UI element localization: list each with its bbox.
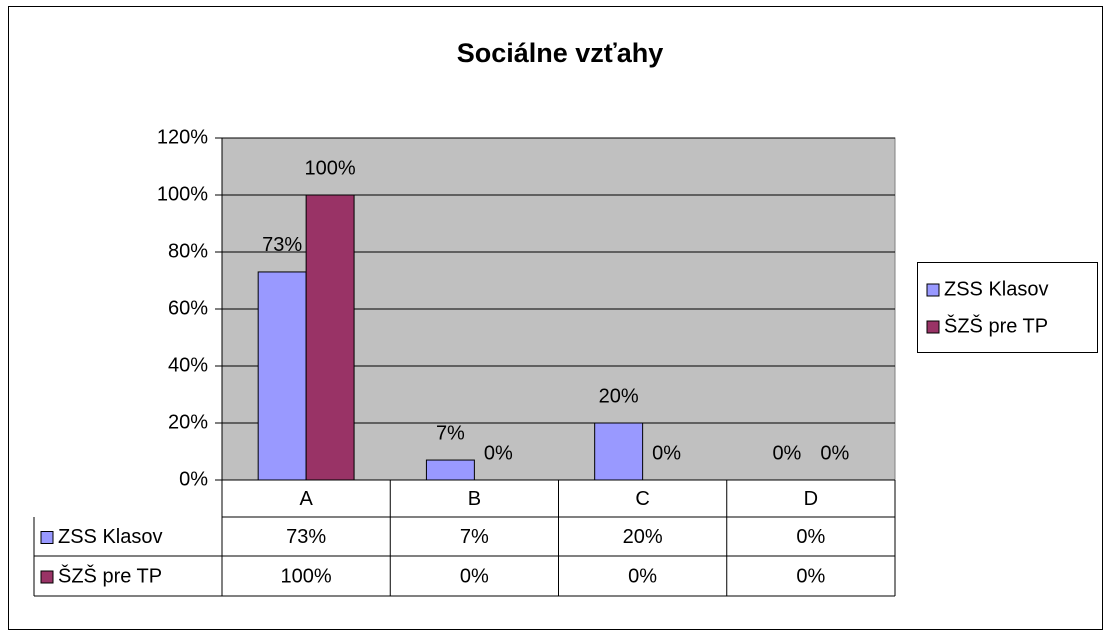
- value-label: 100%: [305, 157, 356, 179]
- y-tick-label: 20%: [168, 411, 208, 433]
- table-legend-key: [40, 531, 54, 544]
- value-label: 20%: [599, 385, 639, 407]
- y-tick-label: 120%: [157, 126, 208, 148]
- x-tick-label: D: [804, 488, 818, 510]
- value-label: 7%: [436, 422, 465, 444]
- bar: [305, 194, 355, 481]
- x-tick-label: A: [299, 488, 313, 510]
- bar: [257, 271, 307, 481]
- y-tick-label: 60%: [168, 297, 208, 319]
- table-cell: 0%: [796, 526, 825, 548]
- value-label: 0%: [484, 442, 513, 464]
- value-label: 73%: [262, 234, 302, 256]
- legend-box: [917, 262, 1098, 353]
- legend-label: ZSS Klasov: [944, 278, 1048, 300]
- y-tick-label: 40%: [168, 354, 208, 376]
- legend-key: [926, 283, 940, 297]
- bar: [425, 459, 475, 481]
- table-cell: 20%: [623, 526, 663, 548]
- value-label: 0%: [652, 442, 681, 464]
- chart-title: Sociálne vzťahy: [457, 38, 664, 68]
- table-cell: 7%: [460, 526, 489, 548]
- table-series-name: ZSS Klasov: [58, 526, 162, 548]
- bar: [594, 422, 644, 481]
- table-cell: 0%: [460, 565, 489, 587]
- table-cell: 100%: [281, 565, 332, 587]
- y-tick-label: 100%: [157, 183, 208, 205]
- x-tick-label: B: [468, 488, 481, 510]
- value-label: 0%: [820, 442, 849, 464]
- x-tick-label: C: [635, 488, 649, 510]
- table-cell: 0%: [796, 565, 825, 587]
- legend-label: ŠZŠ pre TP: [944, 314, 1048, 337]
- table-cell: 0%: [628, 565, 657, 587]
- table-cell: 73%: [286, 526, 326, 548]
- y-tick-label: 0%: [179, 468, 208, 490]
- table-series-name: ŠZŠ pre TP: [58, 564, 162, 587]
- table-legend-key: [40, 570, 54, 584]
- value-label: 0%: [772, 442, 801, 464]
- legend-key: [926, 320, 940, 334]
- y-tick-label: 80%: [168, 240, 208, 262]
